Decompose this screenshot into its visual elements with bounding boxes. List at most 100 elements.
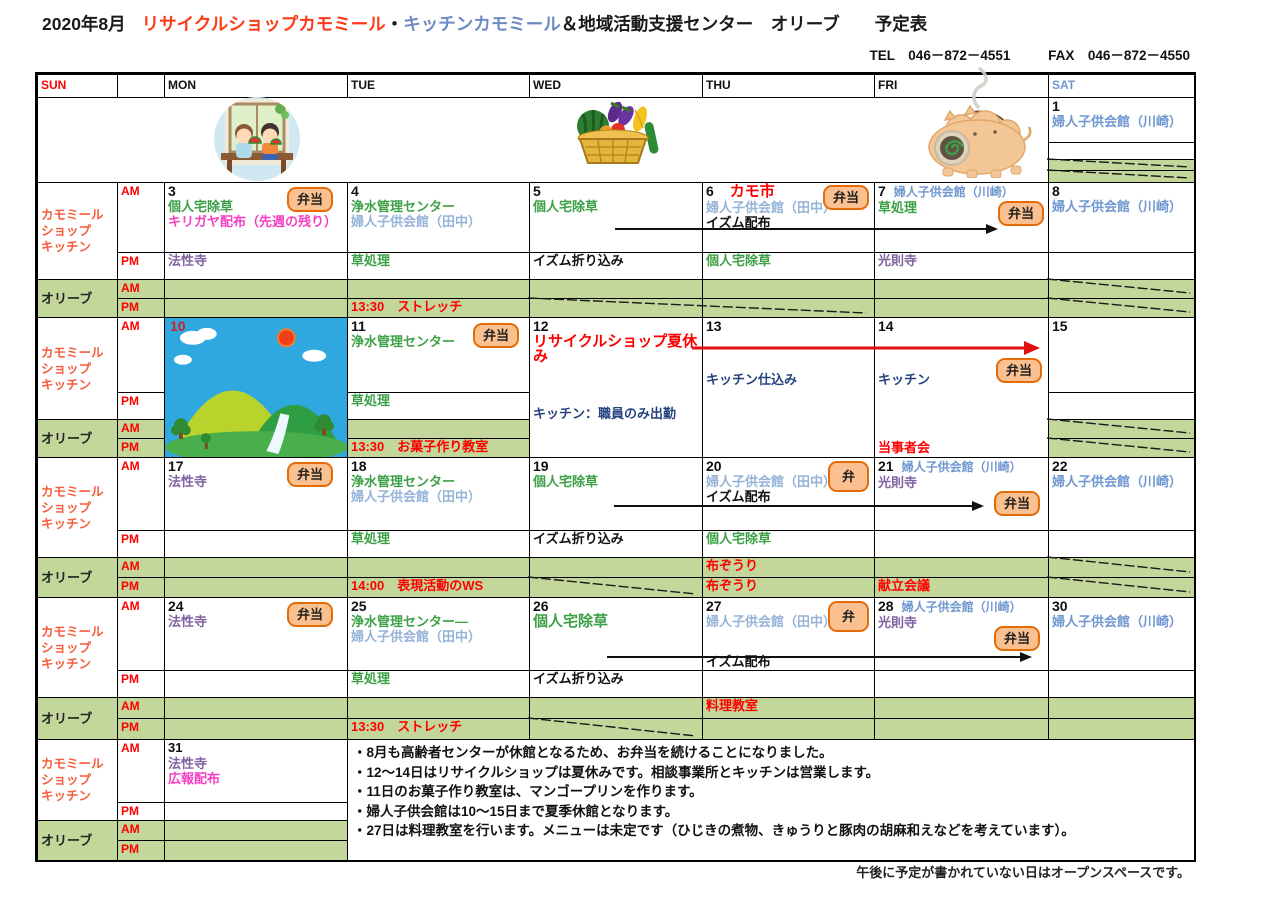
event-kaikan-kawasaki: 婦人子供会館（川崎） <box>901 600 1022 614</box>
cell-day11-olive-am <box>347 419 529 438</box>
cell-day30-olive-pm <box>1048 718 1194 739</box>
cell-day8-olive-pm <box>1048 298 1194 317</box>
cell-day27-pm <box>702 670 874 697</box>
cell-day3-pm: 法性寺 <box>164 252 347 279</box>
cell-day21-pm <box>874 530 1048 557</box>
cell-day15-olive-am <box>1048 419 1194 438</box>
cell-day4-olive-pm: 13:30 ストレッチ <box>347 298 529 317</box>
cell-day7-pm: 光則寺 <box>874 252 1048 279</box>
cell-day28-pm <box>874 670 1048 697</box>
label-am: AM <box>117 182 164 252</box>
event-ism-distribution: イズム配布 <box>706 489 771 504</box>
cell-day19-pm: イズム折り込み <box>529 530 702 557</box>
event-summer-break: リサイクルショップ夏休み <box>533 333 698 365</box>
day-number: 20 <box>706 458 722 474</box>
label-pm: PM <box>117 670 164 697</box>
row-label-chamomile: カモミール ショップ キッチン <box>37 182 117 279</box>
cell-day1: 1 婦人子供会館（川崎） <box>1048 97 1194 142</box>
sun-icon <box>276 328 296 348</box>
label-olive-am: AM <box>117 557 164 577</box>
cell-day18-pm: 草処理 <box>347 530 529 557</box>
event-ism-fold: イズム折り込み <box>533 671 624 686</box>
event-weeding: 個人宅除草 <box>533 199 599 214</box>
label-pm: PM <box>117 392 164 419</box>
title-recycle-shop: リサイクルショップカモミール <box>141 14 386 34</box>
cell-day1-olive-am <box>1048 159 1194 170</box>
day-number-text: 7 <box>878 183 886 199</box>
cell-day27-am: 27 婦人子供会館（田中） イズム配布 弁 <box>702 597 874 670</box>
label-olive-pm: PM <box>117 577 164 597</box>
cell-day25-olive-am <box>347 697 529 718</box>
label-olive-am: AM <box>117 820 164 840</box>
label-olive-pm: PM <box>117 840 164 860</box>
event-kaikan-tanaka: 婦人子供会館（田中） <box>706 200 837 215</box>
event-kaikan-kawasaki: 婦人子供会館（川崎） <box>901 460 1022 474</box>
cell-day17-pm <box>164 530 347 557</box>
cell-day20-olive-pm: 布ぞうり <box>702 577 874 597</box>
day-number: 26 <box>533 598 549 614</box>
day-number: 14 <box>878 318 894 334</box>
bento-badge: 弁当 <box>995 358 1042 383</box>
cell-day4-olive-am <box>347 279 529 298</box>
day-number: 3 <box>168 183 176 199</box>
bento-badge: 弁当 <box>822 185 869 210</box>
notes-box: ・8月も高齢者センターが休館となるため、お弁当を続けることになりました。 ・12… <box>347 739 1194 860</box>
event-ism-fold: イズム折り込み <box>533 531 624 546</box>
cell-day12: 12 リサイクルショップ夏休み キッチン：職員のみ出勤 <box>529 317 702 457</box>
event-water-center: 浄水管理センター <box>351 334 456 349</box>
row-label-olive: オリーブ <box>37 419 117 457</box>
event-water-center: 浄水管理センター <box>351 199 456 214</box>
green-coil-icon <box>944 140 965 156</box>
event-kaikan-kawasaki: 婦人子供会館（川崎） <box>1052 474 1183 489</box>
cell-day8-pm <box>1048 252 1194 279</box>
cell-day22-pm <box>1048 530 1194 557</box>
label-pm: PM <box>117 802 164 820</box>
event-kitchen-staff-only: キッチン：職員のみ出勤 <box>533 406 677 421</box>
vegetable-basket-image <box>577 101 659 164</box>
cell-day24-pm <box>164 670 347 697</box>
event-weeding: 個人宅除草 <box>706 253 772 268</box>
event-weeding: 個人宅除草 <box>706 531 772 546</box>
day-number: 17 <box>168 458 184 474</box>
event-stretch: 13:30 ストレッチ <box>351 719 463 734</box>
cell-day11-pm: 草処理 <box>347 392 529 419</box>
row-label-chamomile: カモミール ショップ キッチン <box>37 739 117 820</box>
cell-day21-olive-pm: 献立会議 <box>874 577 1048 597</box>
cell-day3-olive-am <box>164 279 347 298</box>
event-kirigaya: キリガヤ配布（先週の残り） <box>168 214 338 229</box>
header-sat: SAT <box>1048 74 1194 97</box>
cell-day3-am: 3 個人宅除草 キリガヤ配布（先週の残り） 弁当 <box>164 182 347 252</box>
cell-day24-am: 24 法性寺 弁当 <box>164 597 347 670</box>
event-kaikan-kawasaki: 婦人子供会館（川崎） <box>893 185 1014 199</box>
tree-icon <box>170 418 191 440</box>
event-kaikan-kawasaki: 婦人子供会館（川崎） <box>1052 114 1183 129</box>
cell-day17-am: 17 法性寺 弁当 <box>164 457 347 530</box>
event-kitchen-prep: キッチン仕込み <box>706 372 798 387</box>
cell-day1-pm <box>1048 142 1194 159</box>
cell-day25-am: 25 浄水管理センター— 婦人子供会館（田中） <box>347 597 529 670</box>
day-number: 8 <box>1052 183 1060 199</box>
header-fri: FRI <box>874 74 1048 97</box>
day-number: 18 <box>351 458 367 474</box>
event-ism-distribution: イズム配布 <box>706 215 771 230</box>
bento-badge: 弁当 <box>286 602 333 627</box>
label-olive-am: AM <box>117 419 164 438</box>
event-cloth-zori: 布ぞうり <box>706 558 759 573</box>
cell-day8: 8 婦人子供会館（川崎） <box>1048 182 1194 252</box>
cell-day24-olive-am <box>164 697 347 718</box>
mosquito-coil-pig-image <box>928 66 1032 178</box>
cell-day22: 22 婦人子供会館（川崎） <box>1048 457 1194 530</box>
header-sun: SUN <box>37 74 117 97</box>
children-eating-watermelon-image <box>214 97 300 181</box>
cell-day26-am: 26 個人宅除草 <box>529 597 702 670</box>
note-line: ・12～14日はリサイクルショップは夏休みです。相談事業所とキッチンは営業します… <box>353 764 880 780</box>
cell-day28-olive-pm <box>874 718 1048 739</box>
day-number: 21 婦人子供会館（川崎） <box>878 458 1045 475</box>
cell-day31-olive-am <box>164 820 347 840</box>
day-number: 5 <box>533 183 541 199</box>
page-title: 2020年8月 リサイクルショップカモミール・キッチンカモミール＆地域活動支援セン… <box>42 11 927 36</box>
cell-day24-olive-pm <box>164 718 347 739</box>
event-grass: 草処理 <box>351 253 391 268</box>
cell-day21-am: 21 婦人子供会館（川崎） 光則寺 弁当 <box>874 457 1048 530</box>
day-number: 25 <box>351 598 367 614</box>
